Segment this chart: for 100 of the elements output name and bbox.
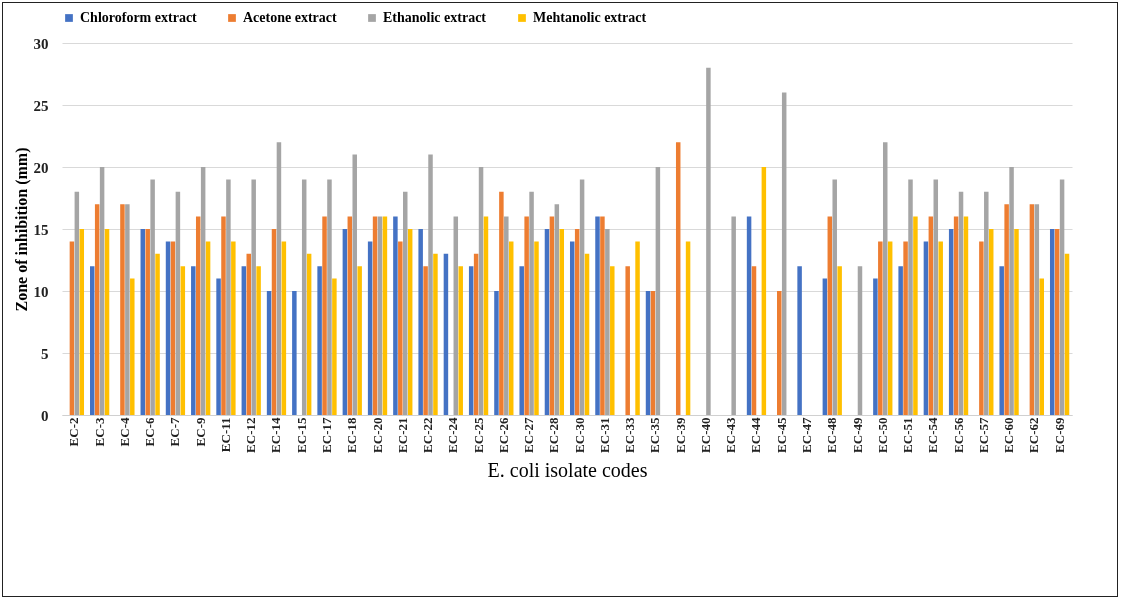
bar: [226, 179, 231, 415]
y-tick-label: 0: [41, 407, 49, 424]
y-tick-label: 30: [33, 35, 49, 52]
bar: [393, 216, 398, 415]
bar: [332, 278, 337, 415]
bar: [635, 241, 640, 415]
x-tick-label: EC-21: [394, 417, 410, 453]
legend-label: Chloroform extract: [80, 10, 198, 25]
bar: [595, 216, 600, 415]
x-tick-label: EC-4: [116, 417, 132, 447]
x-tick-label: EC-56: [950, 417, 966, 453]
bar: [534, 241, 539, 415]
bar: [327, 179, 332, 415]
x-tick-label: EC-47: [798, 417, 814, 453]
bar: [984, 191, 989, 415]
y-tick-label: 25: [33, 97, 49, 114]
x-tick-label: EC-31: [596, 417, 612, 453]
bar: [1014, 229, 1019, 415]
bar: [231, 241, 236, 415]
bar: [216, 278, 221, 415]
x-tick-label: EC-33: [622, 417, 638, 453]
bar: [504, 216, 509, 415]
bar: [155, 253, 160, 415]
legend-label: Ethanolic extract: [383, 10, 487, 25]
x-tick-label: EC-49: [849, 417, 865, 453]
bar: [600, 216, 605, 415]
bar: [878, 241, 883, 415]
bar: [256, 266, 261, 415]
bar: [898, 266, 903, 415]
bar: [1039, 278, 1044, 415]
bar: [837, 266, 842, 415]
bar: [529, 191, 534, 415]
bar: [120, 204, 125, 415]
bar: [706, 67, 711, 415]
x-tick-label: EC-54: [925, 417, 941, 453]
x-tick-label: EC-69: [1051, 417, 1067, 453]
bar: [403, 191, 408, 415]
bar: [125, 204, 130, 415]
bar: [610, 266, 615, 415]
x-tick-label: EC-2: [66, 417, 82, 447]
bar: [499, 191, 504, 415]
x-tick-label: EC-12: [243, 417, 259, 453]
bar: [145, 229, 150, 415]
x-tick-label: EC-62: [1026, 417, 1042, 453]
bar: [797, 266, 802, 415]
x-tick-label: EC-22: [420, 417, 436, 453]
legend-label: Acetone extract: [243, 10, 337, 25]
x-tick-label: EC-27: [521, 417, 537, 453]
y-axis-title: Zone of inhibition (mm): [12, 147, 31, 312]
x-tick-label: EC-7: [167, 417, 183, 447]
x-tick-label: EC-28: [546, 417, 562, 453]
bar: [524, 216, 529, 415]
x-tick-label: EC-20: [369, 417, 385, 453]
y-tick-label: 10: [33, 283, 49, 300]
bar: [832, 179, 837, 415]
x-tick-label: EC-60: [1001, 417, 1017, 453]
legend-label: Mehtanolic extract: [533, 10, 647, 25]
bar: [1004, 204, 1009, 415]
x-tick-label: EC-11: [217, 417, 233, 453]
bar: [418, 229, 423, 415]
x-tick-label: EC-57: [975, 417, 991, 453]
x-tick-label: EC-40: [697, 417, 713, 453]
x-tick-label: EC-18: [344, 417, 360, 453]
bar: [979, 241, 984, 415]
bar: [458, 266, 463, 415]
x-tick-label: EC-6: [142, 417, 158, 447]
x-tick-label: EC-15: [293, 417, 309, 453]
x-tick-label: EC-44: [748, 417, 764, 453]
x-tick-label: EC-50: [874, 417, 890, 453]
x-tick-label: EC-3: [91, 417, 107, 447]
bar: [317, 266, 322, 415]
bar: [938, 241, 943, 415]
y-tick-label: 5: [41, 345, 49, 362]
bar: [494, 291, 499, 415]
bar: [221, 216, 226, 415]
bar: [352, 154, 357, 415]
bar: [322, 216, 327, 415]
x-tick-label: EC-14: [268, 417, 284, 453]
x-tick-label: EC-39: [672, 417, 688, 453]
bar: [908, 179, 913, 415]
bar: [433, 253, 438, 415]
bar: [423, 266, 428, 415]
bar: [191, 266, 196, 415]
bar: [777, 291, 782, 415]
bar: [625, 266, 630, 415]
x-tick-label: EC-35: [647, 417, 663, 453]
bar: [999, 266, 1004, 415]
x-tick-label: EC-30: [571, 417, 587, 453]
bar: [292, 291, 297, 415]
x-tick-label: EC-26: [495, 417, 511, 453]
x-axis-title: E. coli isolate codes: [487, 458, 648, 481]
bar: [251, 179, 256, 415]
bar: [357, 266, 362, 415]
x-tick-label: EC-25: [470, 417, 486, 453]
bar: [873, 278, 878, 415]
bar: [130, 278, 135, 415]
x-tick-label: EC-51: [900, 417, 916, 453]
y-tick-label: 15: [33, 221, 49, 238]
bar: [519, 266, 524, 415]
y-tick-label: 20: [33, 159, 49, 176]
